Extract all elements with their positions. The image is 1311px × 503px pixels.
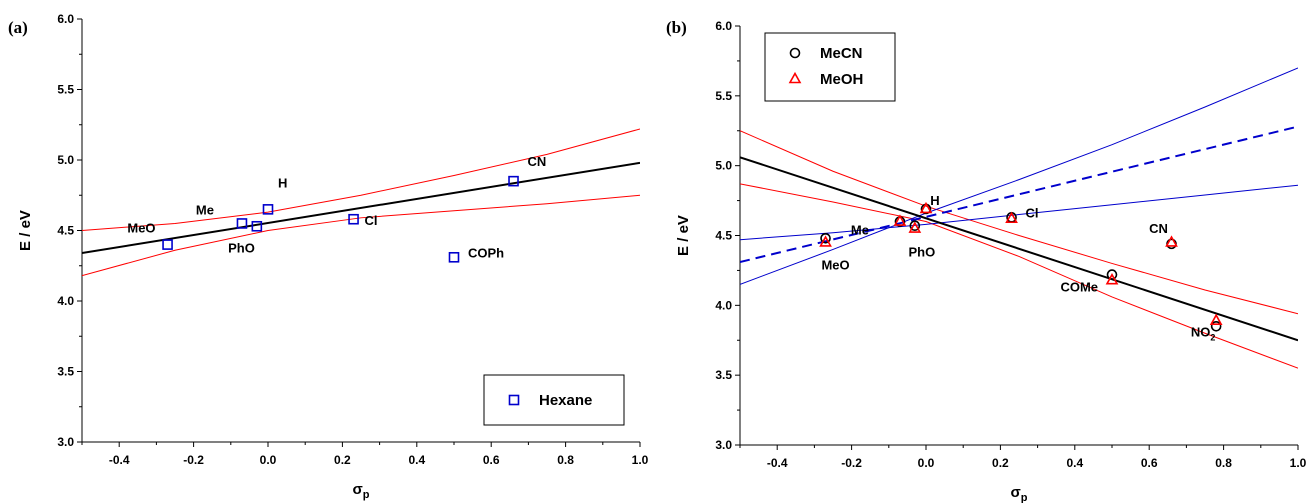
x-tick-label: 0.2 bbox=[334, 453, 351, 467]
y-tick-label: 5.5 bbox=[57, 83, 74, 97]
x-tick-label: -0.4 bbox=[109, 453, 130, 467]
point-label: H bbox=[930, 193, 939, 208]
legend-marker-mecn bbox=[789, 47, 801, 59]
plot-area bbox=[82, 128, 640, 277]
chart-panel-a: 3.0 3.5 4.0 4.5 5.0 5.5 6.0 -0.4 -0.2 0.0 0.2 0.4 0.… bbox=[8, 12, 649, 501]
legend-marker-meoh bbox=[788, 71, 802, 84]
data-point-mecn bbox=[1106, 269, 1118, 280]
data-point-hexane bbox=[262, 204, 274, 215]
confidence-band-2 bbox=[740, 183, 1298, 369]
point-label: MeO bbox=[127, 221, 155, 236]
x-axis-label-subscript: p bbox=[1021, 492, 1028, 503]
x-tick-label: 0.4 bbox=[408, 453, 425, 467]
y-tick-label: 6.0 bbox=[57, 12, 74, 26]
y-axis-label: E / eV bbox=[17, 210, 34, 251]
y-tick-label: 4.0 bbox=[57, 294, 74, 308]
legend-label-hexane: Hexane bbox=[539, 392, 592, 409]
x-axis-label: σp bbox=[1011, 484, 1028, 503]
x-tick-label: 0.8 bbox=[1215, 456, 1232, 470]
legend: MeCN MeOH bbox=[764, 32, 896, 102]
x-tick-label: -0.2 bbox=[183, 453, 204, 467]
x-tick-label: 1.0 bbox=[632, 453, 649, 467]
point-label: NO2 bbox=[1191, 324, 1216, 342]
data-point-hexane bbox=[251, 220, 263, 232]
point-label: PhO bbox=[908, 245, 935, 260]
point-label: Cl bbox=[1026, 205, 1039, 220]
data-point-meoh bbox=[819, 235, 832, 247]
point-label: Me bbox=[196, 202, 214, 217]
point-label: PhO bbox=[228, 240, 255, 255]
legend-box bbox=[764, 32, 896, 102]
confidence-band-2 bbox=[82, 194, 640, 277]
data-point-hexane bbox=[236, 218, 248, 229]
data-point-mecn bbox=[1210, 320, 1222, 332]
x-tick-label: 1.0 bbox=[1290, 456, 1307, 470]
data-point-meoh bbox=[1165, 235, 1178, 247]
point-label-subscript: 2 bbox=[1210, 332, 1215, 342]
x-tick-label: 0.6 bbox=[1141, 456, 1158, 470]
y-tick-label: 3.0 bbox=[57, 435, 74, 449]
point-label: COPh bbox=[468, 245, 504, 260]
data-point-meoh bbox=[1105, 273, 1119, 285]
plot-area bbox=[740, 67, 1298, 369]
y-tick-label: 3.5 bbox=[715, 368, 732, 382]
regression-line-1 bbox=[82, 161, 640, 255]
chart-panel-b: 3.0 3.5 4.0 4.5 5.0 5.5 6.0 -0.4 -0.2 0.0 0.2 0.4 0.… bbox=[666, 18, 1307, 503]
data-point-hexane bbox=[508, 175, 519, 187]
point-label: MeO bbox=[821, 257, 849, 272]
confidence-band-1 bbox=[740, 130, 1298, 315]
x-tick-label: -0.2 bbox=[841, 456, 862, 470]
legend: Hexane bbox=[483, 374, 625, 426]
regression-line-1 bbox=[740, 156, 1298, 342]
panel-label: (b) bbox=[666, 18, 687, 37]
y-tick-label: 4.5 bbox=[57, 224, 74, 238]
data-point-mecn bbox=[909, 220, 921, 232]
x-axis-label-subscript: p bbox=[363, 489, 370, 501]
point-label: Me bbox=[851, 223, 869, 238]
point-label: Cl bbox=[365, 213, 378, 228]
y-tick-label: 4.0 bbox=[715, 298, 732, 312]
point-label: COMe bbox=[1060, 280, 1098, 295]
point-label: H bbox=[278, 175, 287, 190]
data-point-meoh bbox=[1005, 211, 1018, 224]
x-tick-label: 0.0 bbox=[260, 453, 277, 467]
legend-box bbox=[483, 374, 625, 426]
point-label: CN bbox=[1149, 221, 1168, 236]
data-point-meoh bbox=[908, 221, 922, 233]
x-tick-label: 0.4 bbox=[1066, 456, 1083, 470]
point-label: CN bbox=[528, 154, 547, 169]
confidence-band-4 bbox=[740, 184, 1298, 241]
legend-marker-hexane bbox=[508, 394, 520, 406]
y-tick-label: 6.0 bbox=[715, 19, 732, 33]
panel-label: (a) bbox=[8, 18, 28, 37]
data-point-hexane bbox=[348, 213, 359, 225]
data-point-hexane bbox=[448, 251, 460, 263]
confidence-band-1 bbox=[82, 128, 640, 231]
data-point-meoh bbox=[893, 214, 907, 226]
confidence-band-3 bbox=[740, 67, 1298, 285]
legend-label-mecn: MeCN bbox=[820, 45, 863, 62]
y-axis-label: E / eV bbox=[675, 215, 692, 256]
y-tick-label: 5.0 bbox=[57, 153, 74, 167]
y-tick-label: 3.5 bbox=[57, 365, 74, 379]
y-tick-label: 4.5 bbox=[715, 229, 732, 243]
data-point-mecn bbox=[820, 232, 831, 244]
data-point-hexane bbox=[162, 239, 173, 250]
legend-label-meoh: MeOH bbox=[820, 71, 863, 88]
data-point-meoh bbox=[919, 201, 933, 214]
data-point-meoh bbox=[1209, 313, 1223, 325]
y-tick-label: 5.5 bbox=[715, 89, 732, 103]
x-axis-label: σp bbox=[353, 481, 370, 501]
x-tick-label: 0.8 bbox=[557, 453, 574, 467]
x-tick-label: -0.4 bbox=[767, 456, 788, 470]
x-tick-label: 0.6 bbox=[483, 453, 500, 467]
x-tick-label: 0.0 bbox=[918, 456, 935, 470]
y-tick-label: 3.0 bbox=[715, 438, 732, 452]
y-tick-label: 5.0 bbox=[715, 159, 732, 173]
x-tick-label: 0.2 bbox=[992, 456, 1009, 470]
